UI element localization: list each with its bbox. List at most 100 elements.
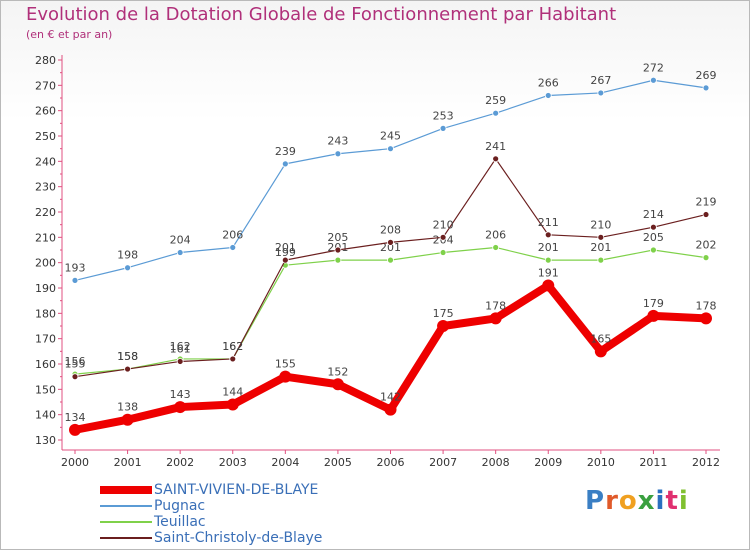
data-label: 155 [65, 358, 86, 371]
data-label: 162 [222, 340, 243, 353]
legend-swatch [100, 521, 152, 523]
data-label: 198 [117, 249, 138, 262]
data-point [439, 249, 447, 256]
data-label: 175 [433, 307, 454, 320]
data-point [71, 276, 79, 284]
data-label: 199 [275, 246, 296, 259]
data-point [597, 89, 605, 97]
x-tick-label: 2010 [587, 456, 615, 469]
data-point [702, 211, 710, 218]
chart-subtitle: (en € et par an) [26, 28, 113, 41]
data-point [121, 413, 134, 426]
y-tick-label: 230 [35, 181, 56, 194]
data-label: 243 [327, 135, 348, 148]
data-label: 204 [170, 234, 191, 247]
data-point [597, 233, 605, 241]
y-tick-label: 210 [35, 231, 56, 244]
data-point [69, 423, 81, 436]
logo-letter: x [637, 486, 656, 516]
x-tick-label: 2000 [61, 456, 89, 469]
logo-letter: P [585, 486, 606, 516]
data-point [594, 345, 607, 358]
data-label: 143 [170, 388, 191, 401]
y-tick-label: 140 [35, 409, 56, 422]
legend-label: SAINT-VIVIEN-DE-BLAYE [154, 482, 319, 498]
data-point [437, 320, 450, 332]
data-label: 206 [222, 228, 243, 241]
x-tick-label: 2003 [219, 456, 247, 469]
x-tick-label: 2006 [377, 456, 405, 469]
data-point [439, 124, 447, 132]
legend-label: Teuillac [154, 514, 206, 530]
data-label: 239 [275, 145, 296, 158]
x-tick-label: 2008 [482, 456, 510, 469]
data-point [492, 244, 500, 251]
data-label: 134 [65, 411, 86, 424]
data-point [387, 238, 394, 246]
x-tick-label: 2012 [692, 456, 720, 469]
data-point [281, 256, 289, 264]
data-point [702, 254, 710, 262]
data-label: 179 [643, 297, 664, 310]
data-point [176, 249, 184, 256]
data-label: 210 [590, 218, 611, 231]
data-label: 201 [590, 241, 611, 254]
data-label: 138 [117, 401, 138, 414]
legend-label: Pugnac [154, 498, 206, 514]
data-label: 214 [643, 208, 664, 221]
data-label: 266 [538, 76, 559, 89]
y-tick-label: 260 [35, 105, 56, 118]
data-point [542, 279, 555, 292]
data-label: 202 [696, 239, 717, 252]
data-point [439, 233, 447, 241]
data-label: 165 [590, 332, 611, 345]
data-label: 158 [117, 350, 138, 363]
proxiti-logo: Proxiti [585, 486, 689, 516]
data-label: 161 [170, 342, 191, 355]
data-point [229, 355, 237, 363]
data-label: 205 [643, 231, 664, 244]
logo-letter: o [618, 486, 638, 516]
data-point [226, 398, 239, 411]
x-tick-label: 2005 [324, 456, 352, 469]
data-point [279, 370, 292, 383]
data-label: 193 [65, 261, 86, 274]
data-label: 191 [538, 266, 559, 279]
data-label: 253 [433, 109, 454, 122]
data-label: 210 [433, 218, 454, 231]
y-tick-label: 200 [35, 257, 56, 270]
data-label: 267 [590, 74, 611, 87]
data-point [334, 256, 342, 264]
data-label: 162 [170, 340, 191, 353]
data-point [384, 403, 397, 416]
x-tick-label: 2007 [429, 456, 457, 469]
x-tick-label: 2001 [114, 456, 142, 469]
data-point [174, 401, 187, 414]
data-point [702, 84, 710, 92]
data-point [331, 378, 344, 391]
y-tick-label: 220 [35, 206, 56, 219]
logo-letter: t [665, 486, 679, 516]
data-label: 241 [485, 140, 506, 153]
data-point [650, 76, 657, 84]
x-tick-label: 2009 [534, 456, 562, 469]
data-point [387, 145, 394, 153]
y-tick-label: 240 [35, 155, 56, 168]
data-point [492, 109, 500, 117]
data-label: 155 [275, 358, 296, 371]
data-label: 178 [696, 299, 717, 312]
data-point [176, 358, 184, 365]
x-tick-label: 2004 [271, 456, 299, 469]
data-point [124, 264, 131, 272]
data-point [124, 365, 131, 373]
data-label: 269 [696, 69, 717, 82]
data-label: 206 [485, 228, 506, 241]
data-point [544, 231, 552, 239]
data-label: 205 [327, 231, 348, 244]
y-tick-label: 170 [35, 333, 56, 346]
data-point [647, 309, 660, 322]
y-tick-label: 250 [35, 130, 56, 143]
data-label: 201 [380, 241, 401, 254]
legend-label: Saint-Christoly-de-Blaye [154, 530, 323, 546]
